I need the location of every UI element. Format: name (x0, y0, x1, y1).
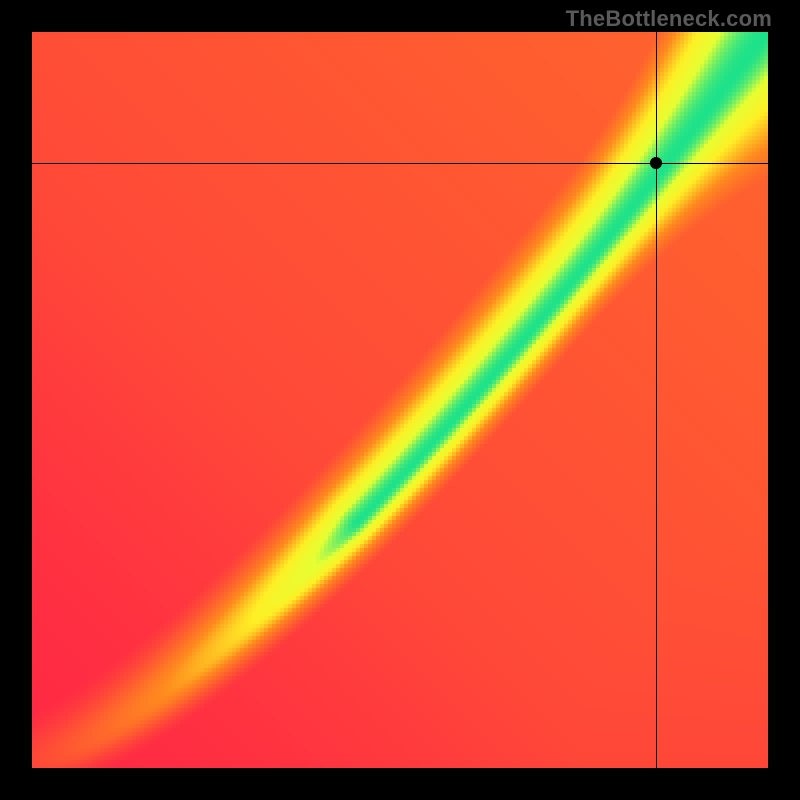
watermark-text: TheBottleneck.com (566, 6, 772, 32)
heatmap-plot (32, 32, 768, 768)
crosshair-vertical-line (656, 32, 657, 768)
heatmap-canvas (32, 32, 768, 768)
crosshair-marker-dot (650, 157, 662, 169)
